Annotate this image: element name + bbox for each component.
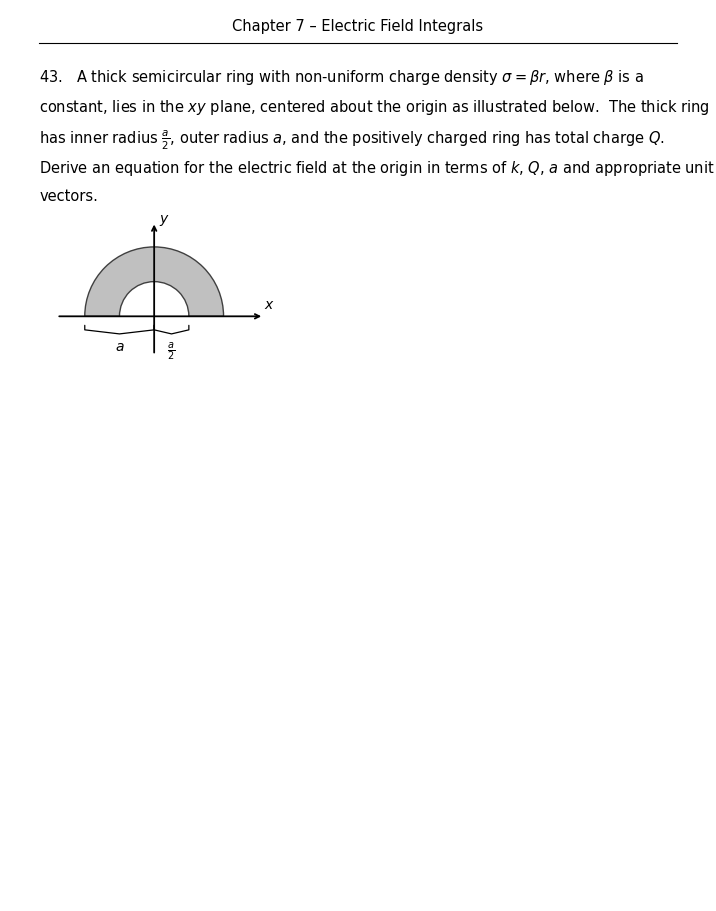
Text: 43.   A thick semicircular ring with non-uniform charge density $\sigma = \beta : 43. A thick semicircular ring with non-u… <box>39 68 644 87</box>
Wedge shape <box>84 248 223 317</box>
Text: vectors.: vectors. <box>39 189 98 203</box>
Text: $\frac{a}{2}$: $\frac{a}{2}$ <box>168 340 175 362</box>
Text: has inner radius $\frac{a}{2}$, outer radius $a$, and the positively charged rin: has inner radius $\frac{a}{2}$, outer ra… <box>39 128 665 152</box>
Text: constant, lies in the $xy$ plane, centered about the origin as illustrated below: constant, lies in the $xy$ plane, center… <box>39 98 710 118</box>
Text: Derive an equation for the electric field at the origin in terms of $k$, $Q$, $a: Derive an equation for the electric fiel… <box>39 159 715 178</box>
Text: Chapter 7 – Electric Field Integrals: Chapter 7 – Electric Field Integrals <box>233 19 483 34</box>
Text: $y$: $y$ <box>159 213 170 228</box>
Text: $a$: $a$ <box>115 340 125 353</box>
Text: $x$: $x$ <box>263 298 274 312</box>
